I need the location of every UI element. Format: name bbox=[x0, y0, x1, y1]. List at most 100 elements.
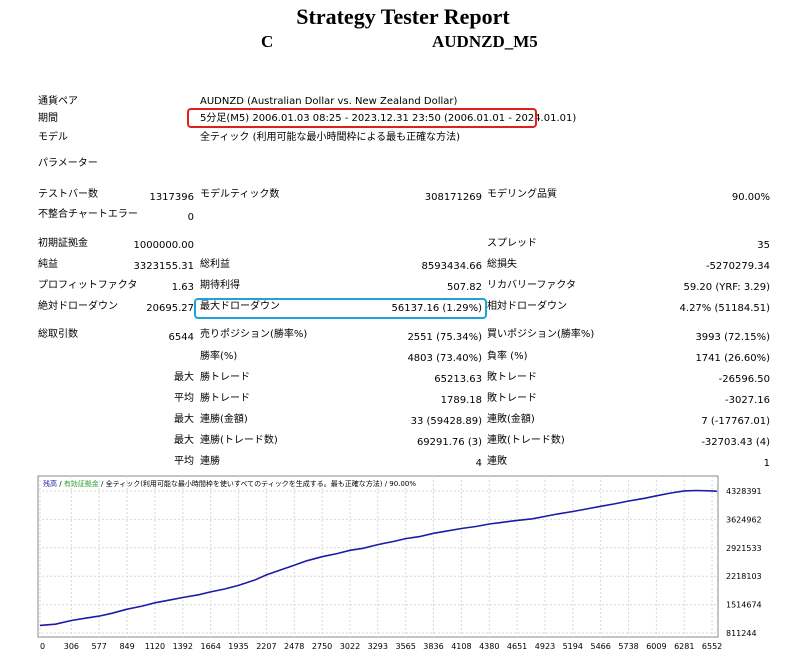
x-tick-label: 5466 bbox=[590, 642, 610, 651]
max-drawdown-value: 56137.16 (1.29%) bbox=[391, 303, 482, 314]
balance-chart-svg: 残高 / 有効証拠金 / 全ティック(利用可能な最小時間枠を使いすべてのティック… bbox=[37, 475, 762, 651]
max-drawdown-highlight-box bbox=[194, 298, 487, 319]
x-tick-label: 6281 bbox=[674, 642, 694, 651]
cons-win-amount-label: 連勝(金額) bbox=[200, 414, 248, 425]
x-tick-label: 4108 bbox=[451, 642, 471, 651]
model-value: 全ティック (利用可能な最小時間枠による最も正確な方法) bbox=[200, 132, 461, 143]
legend-separator-1: / bbox=[57, 480, 64, 488]
x-tick-label: 6009 bbox=[646, 642, 666, 651]
report-title: Strategy Tester Report bbox=[296, 4, 510, 29]
profit-factor-value: 1.63 bbox=[171, 282, 194, 293]
cons-win-trades-value: 69291.76 (3) bbox=[416, 437, 482, 448]
net-profit-value: 3323155.31 bbox=[133, 261, 194, 272]
gross-profit-value: 8593434.66 bbox=[421, 261, 482, 272]
period-highlight-box bbox=[187, 108, 537, 128]
relative-drawdown-value: 4.27% (51184.51) bbox=[679, 303, 770, 314]
ticks-label: モデルティック数 bbox=[200, 189, 280, 200]
x-tick-label: 3836 bbox=[423, 642, 443, 651]
avg-win-value: 1789.18 bbox=[440, 395, 482, 406]
long-positions-value: 3993 (72.15%) bbox=[695, 332, 770, 343]
spread-label: スプレッド bbox=[487, 238, 537, 249]
max-loss-label: 敗トレード bbox=[487, 372, 537, 383]
x-tick-label: 3293 bbox=[368, 642, 388, 651]
max-prefix: 最大 bbox=[174, 372, 194, 383]
short-positions-label: 売りポジション(勝率%) bbox=[200, 329, 308, 340]
max-prefix-3: 最大 bbox=[174, 435, 194, 446]
absolute-drawdown-value: 20695.27 bbox=[146, 303, 194, 314]
symbol-value: AUDNZD (Australian Dollar vs. New Zealan… bbox=[200, 96, 458, 107]
recovery-factor-label: リカバリーファクタ bbox=[487, 280, 576, 291]
profit-factor-label: プロフィットファクタ bbox=[38, 280, 138, 291]
total-trades-value: 6544 bbox=[168, 332, 194, 343]
avg-cons-win-label: 連勝 bbox=[200, 456, 220, 467]
avg-loss-value: -3027.16 bbox=[725, 395, 770, 406]
x-tick-label: 6552 bbox=[702, 642, 722, 651]
report-subtitle-left: C bbox=[261, 32, 274, 51]
x-axis-ticks: 0 306 577 849 1120 1392 1664 1935 2207 2478 2750 30… bbox=[40, 642, 722, 651]
y-tick-label: 811244 bbox=[726, 629, 757, 638]
x-tick-label: 4923 bbox=[535, 642, 555, 651]
expected-payoff-value: 507.82 bbox=[447, 282, 482, 293]
net-profit-label: 純益 bbox=[38, 259, 58, 270]
avg-loss-label: 敗トレード bbox=[487, 393, 537, 404]
relative-drawdown-label: 相対ドローダウン bbox=[487, 301, 567, 312]
legend-equity: 有効証拠金 bbox=[64, 479, 99, 488]
x-tick-label: 4651 bbox=[507, 642, 527, 651]
chart-legend: 残高 / 有効証拠金 / 全ティック(利用可能な最小時間枠を使いすべてのティック… bbox=[43, 479, 416, 488]
avg-win-label: 勝トレード bbox=[200, 393, 250, 404]
legend-separator-2: / bbox=[99, 480, 106, 488]
x-tick-label: 1664 bbox=[201, 642, 221, 651]
symbol-label: 通貨ペア bbox=[38, 96, 78, 107]
loss-rate-label: 負率 (%) bbox=[487, 351, 528, 362]
bars-value: 1317396 bbox=[149, 192, 194, 203]
x-tick-label: 306 bbox=[64, 642, 79, 651]
x-tick-label: 5738 bbox=[618, 642, 638, 651]
cons-win-amount-value: 33 (59428.89) bbox=[410, 416, 482, 427]
win-rate-value: 4803 (73.40%) bbox=[407, 353, 482, 364]
ticks-value: 308171269 bbox=[424, 192, 482, 203]
legend-model-text: 全ティック(利用可能な最小時間枠を使いすべてのティックを生成する。最も正確な方法… bbox=[106, 479, 417, 488]
x-tick-label: 2478 bbox=[284, 642, 304, 651]
avg-prefix-2: 平均 bbox=[174, 456, 194, 467]
long-positions-label: 買いポジション(勝率%) bbox=[487, 329, 595, 340]
gross-loss-label: 総損失 bbox=[487, 259, 517, 270]
report-symbol-title: AUDNZD_M5 bbox=[432, 32, 538, 51]
cons-loss-trades-value: -32703.43 (4) bbox=[701, 437, 770, 448]
balance-chart: 残高 / 有効証拠金 / 全ティック(利用可能な最小時間枠を使いすべてのティック… bbox=[37, 475, 806, 656]
cons-win-trades-label: 連勝(トレード数) bbox=[200, 435, 278, 446]
deposit-value: 1000000.00 bbox=[133, 240, 194, 251]
total-trades-label: 総取引数 bbox=[38, 329, 78, 340]
period-value: 5分足(M5) 2006.01.03 08:25 - 2023.12.31 23… bbox=[200, 113, 577, 124]
mismatch-value: 0 bbox=[187, 212, 194, 223]
model-label: モデル bbox=[38, 132, 68, 143]
quality-label: モデリング品質 bbox=[487, 189, 557, 200]
x-tick-label: 2750 bbox=[312, 642, 332, 651]
avg-cons-loss-value: 1 bbox=[763, 458, 770, 469]
cons-loss-trades-label: 連敗(トレード数) bbox=[487, 435, 565, 446]
y-axis-ticks: 4328391 3624962 2921533 2218103 1514674 81124… bbox=[726, 487, 762, 638]
x-tick-label: 2207 bbox=[256, 642, 276, 651]
x-tick-label: 1120 bbox=[145, 642, 165, 651]
max-prefix-2: 最大 bbox=[174, 414, 194, 425]
cons-loss-amount-value: 7 (-17767.01) bbox=[701, 416, 770, 427]
y-tick-label: 4328391 bbox=[726, 487, 762, 496]
max-win-label: 勝トレード bbox=[200, 372, 250, 383]
y-tick-label: 2218103 bbox=[726, 572, 762, 581]
win-rate-label: 勝率(%) bbox=[200, 351, 238, 362]
recovery-factor-value: 59.20 (YRF: 3.29) bbox=[683, 282, 770, 293]
x-tick-label: 4380 bbox=[479, 642, 499, 651]
quality-value: 90.00% bbox=[731, 192, 770, 203]
mismatch-label: 不整合チャートエラー bbox=[38, 209, 138, 220]
balance-series-line bbox=[39, 489, 718, 627]
x-tick-label: 1392 bbox=[173, 642, 193, 651]
y-tick-label: 1514674 bbox=[726, 601, 762, 610]
x-tick-label: 5194 bbox=[563, 642, 583, 651]
expected-payoff-label: 期待利得 bbox=[200, 280, 240, 291]
max-loss-value: -26596.50 bbox=[718, 374, 770, 385]
deposit-label: 初期証拠金 bbox=[38, 238, 88, 249]
short-positions-value: 2551 (75.34%) bbox=[407, 332, 482, 343]
x-tick-label: 3022 bbox=[340, 642, 360, 651]
parameters-label: パラメーター bbox=[38, 158, 98, 169]
legend-balance: 残高 bbox=[43, 479, 57, 488]
avg-cons-win-value: 4 bbox=[475, 458, 482, 469]
